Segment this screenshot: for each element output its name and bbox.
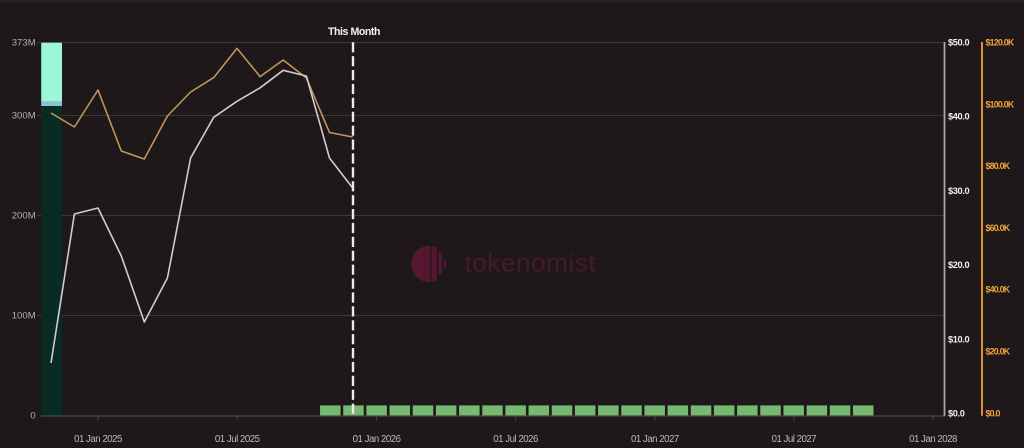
svg-text:200M: 200M	[12, 211, 36, 222]
svg-text:01 Jan 2027: 01 Jan 2027	[631, 434, 679, 445]
svg-text:01 Jul 2027: 01 Jul 2027	[772, 434, 817, 445]
svg-text:$100.0K: $100.0K	[986, 99, 1015, 109]
svg-text:$20.0K: $20.0K	[986, 347, 1011, 357]
svg-text:373M: 373M	[12, 38, 36, 49]
svg-text:$30.0: $30.0	[948, 186, 969, 196]
svg-text:$40.0K: $40.0K	[986, 285, 1011, 295]
svg-text:01 Jul 2026: 01 Jul 2026	[493, 434, 538, 445]
svg-text:$10.0: $10.0	[948, 334, 969, 344]
svg-text:$20.0: $20.0	[948, 260, 969, 270]
svg-text:$50.0: $50.0	[948, 38, 969, 48]
svg-text:$60.0K: $60.0K	[986, 223, 1011, 233]
svg-text:01 Jan 2026: 01 Jan 2026	[353, 434, 401, 445]
svg-text:300M: 300M	[12, 111, 36, 122]
svg-text:$40.0: $40.0	[948, 112, 969, 122]
svg-text:0: 0	[30, 411, 35, 422]
svg-text:01 Jan 2028: 01 Jan 2028	[909, 434, 957, 445]
svg-text:01 Jan 2025: 01 Jan 2025	[74, 434, 122, 445]
svg-text:$0.0: $0.0	[986, 408, 1001, 418]
svg-text:This Month: This Month	[328, 26, 380, 38]
svg-text:tokenomist: tokenomist	[465, 248, 597, 278]
svg-text:$0.0: $0.0	[948, 409, 965, 419]
svg-text:100M: 100M	[12, 311, 36, 322]
svg-text:$80.0K: $80.0K	[986, 161, 1011, 171]
svg-text:01 Jul 2025: 01 Jul 2025	[215, 434, 260, 445]
svg-text:$120.0K: $120.0K	[986, 38, 1015, 48]
